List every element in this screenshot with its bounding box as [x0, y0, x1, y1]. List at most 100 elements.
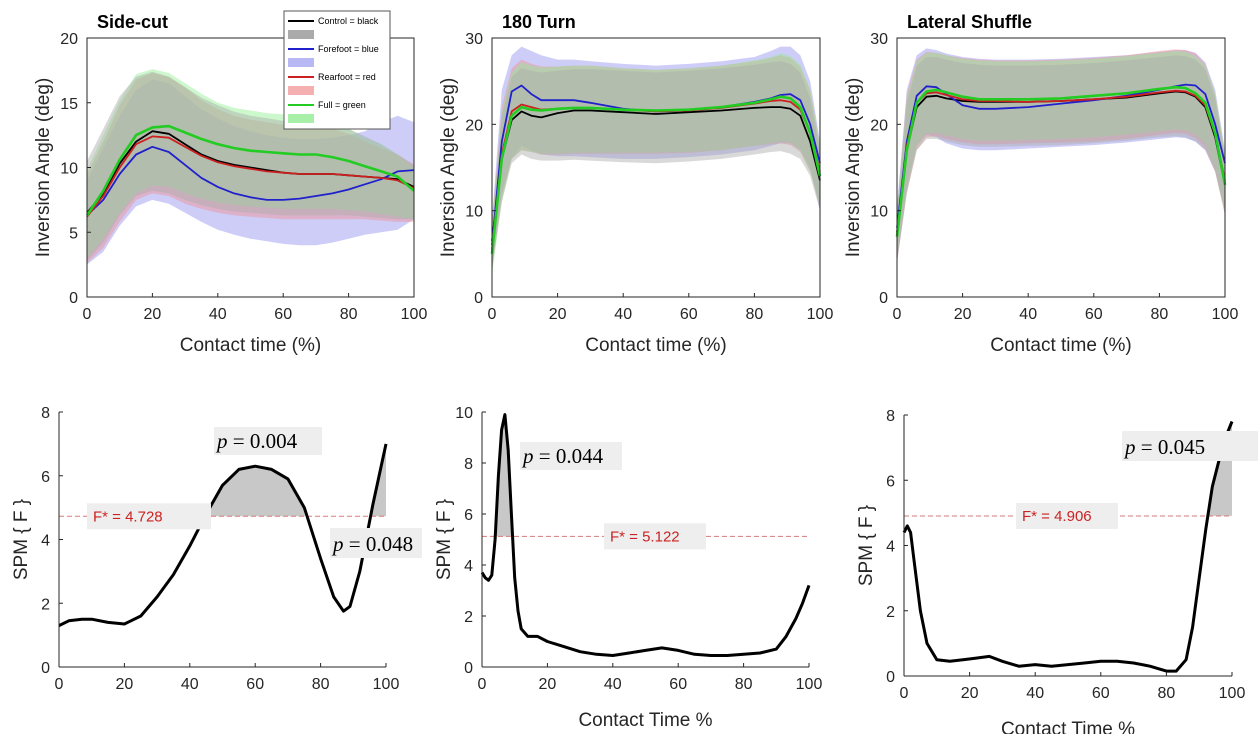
x-tick-label: 40: [181, 676, 199, 693]
kinematics-chart-1: 0 20 40 60 80 100 0 5 10 15 20 Contact time (%) Inve…: [33, 10, 428, 356]
x-tick-label: 80: [1151, 306, 1169, 323]
threshold-label-bg: [87, 503, 211, 530]
x-tick-label: 80: [735, 676, 753, 693]
plot-frame: [491, 37, 821, 298]
series-line-2: [86, 135, 415, 218]
p-value: = 0.044: [534, 444, 604, 468]
x-tick-label: 100: [807, 306, 834, 323]
series-line-1: [896, 83, 1226, 229]
x-tick-label: 0: [55, 676, 64, 693]
y-tick-label: 4: [464, 558, 473, 575]
y-tick-label: 6: [886, 473, 895, 490]
series-line-3: [85, 124, 415, 217]
x-tick-label: 80: [1158, 685, 1176, 702]
x-tick-label: 20: [954, 306, 972, 323]
sd-band-3: [897, 55, 1225, 263]
p-value: = 0.048: [344, 532, 414, 556]
x-tick-label: 100: [1219, 685, 1246, 702]
x-tick-label: 40: [1026, 685, 1044, 702]
legend-box: [283, 10, 391, 130]
spm-curve: [58, 443, 388, 627]
y-tick-label: 15: [60, 96, 78, 113]
y-axis-label: Inversion Angle (deg): [843, 78, 864, 258]
legend-label: Full = green: [318, 100, 366, 110]
spm-curve: [480, 413, 811, 657]
y-tick-label: 20: [870, 117, 888, 134]
x-axis-label: Contact Time %: [578, 710, 712, 731]
y-tick-label: 2: [464, 609, 473, 626]
p-value-box: [330, 528, 422, 558]
p-symbol: p: [521, 444, 534, 468]
x-tick-label: 0: [893, 306, 902, 323]
p-value-box: [1122, 431, 1258, 461]
x-tick-label: 100: [401, 306, 428, 323]
x-tick-label: 100: [373, 676, 400, 693]
x-axis-label: Contact time (%): [180, 335, 321, 356]
legend-swatch: [288, 30, 314, 39]
x-tick-label: 60: [1092, 685, 1110, 702]
y-tick-label: 8: [464, 456, 473, 473]
p-symbol: p: [1123, 435, 1136, 459]
spm-chart-2: 0 20 40 60 80 100 0 2 4 6 8 10 Contact Time % SPM { F…: [434, 405, 822, 731]
threshold-label: F* = 4.906: [1022, 508, 1092, 525]
spm-chart-1: 0 20 40 60 80 100 0 2 4 6 8 SPM { F } F* = 4.728 p = …: [11, 405, 422, 693]
threshold-label: F* = 4.728: [93, 508, 163, 525]
x-tick-label: 40: [209, 306, 227, 323]
legend-label: Rearfoot = red: [318, 72, 376, 82]
plot-title: Side-cut: [97, 12, 168, 32]
sd-band-3: [492, 61, 820, 267]
y-tick-label: 5: [69, 225, 78, 242]
x-tick-label: 20: [116, 676, 134, 693]
x-tick-label: 20: [539, 676, 557, 693]
x-tick-label: 100: [796, 676, 823, 693]
x-tick-label: 60: [680, 306, 698, 323]
series-line-1: [86, 145, 415, 217]
x-tick-label: 0: [488, 306, 497, 323]
y-axis-label: SPM { F }: [434, 499, 455, 580]
kinematics-chart-2: 0 20 40 60 80 100 0 10 20 30 Contact time (%) Inver…: [438, 12, 833, 356]
threshold-label-bg: [604, 523, 706, 550]
y-tick-label: 30: [465, 31, 483, 48]
series-line-0: [491, 106, 821, 242]
x-tick-label: 60: [1085, 306, 1103, 323]
y-tick-label: 30: [870, 31, 888, 48]
y-tick-label: 20: [60, 31, 78, 48]
legend-label: Forefoot = blue: [318, 44, 379, 54]
y-tick-label: 0: [879, 290, 888, 307]
y-tick-label: 10: [465, 204, 483, 221]
x-tick-label: 60: [246, 676, 264, 693]
y-tick-label: 2: [41, 596, 50, 613]
series-line-3: [490, 95, 822, 254]
y-axis-label: SPM { F }: [856, 505, 877, 586]
x-tick-label: 80: [312, 676, 330, 693]
legend-swatch: [288, 86, 314, 95]
legend-label: Control = black: [318, 16, 379, 26]
p-value-text: p = 0.045: [1123, 435, 1205, 459]
y-tick-label: 0: [474, 290, 483, 307]
plot-frame: [896, 37, 1226, 298]
y-tick-label: 4: [886, 539, 895, 556]
threshold-label: F* = 5.122: [610, 528, 680, 545]
x-tick-label: 20: [144, 306, 162, 323]
y-tick-label: 0: [464, 660, 473, 677]
y-tick-label: 10: [60, 161, 78, 178]
p-value-text: p = 0.044: [521, 444, 604, 468]
x-tick-label: 20: [961, 685, 979, 702]
sd-band-0: [492, 46, 820, 272]
x-tick-label: 40: [1019, 306, 1037, 323]
y-tick-label: 0: [886, 669, 895, 686]
x-tick-label: 40: [604, 676, 622, 693]
y-tick-label: 6: [41, 469, 50, 486]
y-tick-label: 0: [69, 290, 78, 307]
x-tick-label: 0: [83, 306, 92, 323]
x-tick-label: 60: [669, 676, 687, 693]
x-tick-label: 0: [478, 676, 487, 693]
y-tick-label: 10: [870, 204, 888, 221]
series-line-3: [895, 85, 1227, 237]
y-axis-label: Inversion Angle (deg): [438, 78, 459, 258]
p-symbol: p: [331, 532, 344, 556]
y-tick-label: 4: [41, 533, 50, 550]
x-tick-label: 80: [746, 306, 764, 323]
sd-band-2: [87, 69, 414, 259]
